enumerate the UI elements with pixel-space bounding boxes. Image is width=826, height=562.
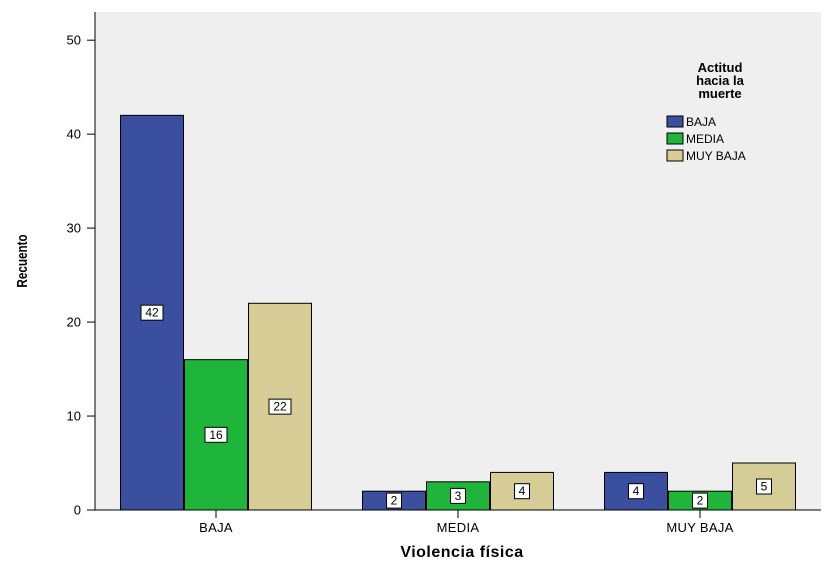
legend-label-media: MEDIA: [686, 132, 724, 146]
y-axis-ticks: 0 10 20 30 40 50: [67, 33, 95, 518]
legend-swatch-media: [666, 132, 684, 145]
data-label-box: [268, 398, 292, 415]
legend-title-line: muerte: [698, 86, 741, 101]
data-label-media-muy-baja: 2: [692, 492, 708, 509]
data-label-baja-baja: 42: [140, 304, 164, 321]
data-label-baja-media: 2: [386, 492, 402, 509]
data-label-muy-baja-baja: 22: [268, 398, 292, 415]
data-label-text: 2: [697, 494, 704, 508]
y-tick-label: 50: [67, 33, 81, 48]
x-tick-label-media: MEDIA: [437, 520, 480, 535]
data-label-box: [756, 478, 772, 495]
y-tick-label: 30: [67, 221, 81, 236]
data-label-text: 5: [761, 480, 768, 494]
data-label-box: [450, 487, 466, 504]
data-label-box: [204, 426, 228, 443]
data-label-muy-baja-media: 4: [514, 483, 530, 500]
legend-label-baja: BAJA: [686, 115, 716, 129]
legend-swatch-muy-baja: [666, 149, 684, 162]
y-tick-label: 0: [74, 503, 81, 518]
data-label-text: 16: [209, 428, 223, 442]
data-label-media-baja: 16: [204, 426, 228, 443]
data-label-box: [140, 304, 164, 321]
data-label-box: [628, 483, 644, 500]
data-label-text: 42: [145, 306, 159, 320]
data-label-text: 22: [273, 400, 287, 414]
y-tick-label: 20: [67, 315, 81, 330]
data-label-text: 4: [633, 484, 640, 498]
legend-label-muy-baja: MUY BAJA: [686, 149, 746, 163]
legend-title-line: Actitud: [698, 60, 743, 75]
y-axis-title: Recuento: [14, 234, 31, 287]
data-label-text: 4: [519, 484, 526, 498]
x-tick-label-muy-baja: MUY BAJA: [666, 520, 733, 535]
legend-swatch-baja: [666, 115, 684, 128]
data-label-text: 3: [455, 489, 462, 503]
data-label-box: [514, 483, 530, 500]
y-tick-label: 40: [67, 127, 81, 142]
data-label-baja-muy-baja: 4: [628, 483, 644, 500]
x-axis-ticks: BAJA MEDIA MUY BAJA: [199, 510, 733, 535]
x-tick-label-baja: BAJA: [199, 520, 233, 535]
x-axis-title: Violencia física: [400, 544, 523, 561]
y-tick-label: 10: [67, 409, 81, 424]
data-label-muy-baja-muy-baja: 5: [756, 478, 772, 495]
data-label-media-media: 3: [450, 487, 466, 504]
data-label-box: [386, 492, 402, 509]
data-label-box: [692, 492, 708, 509]
legend-title-line: hacia la: [696, 73, 744, 88]
data-label-text: 2: [391, 494, 398, 508]
